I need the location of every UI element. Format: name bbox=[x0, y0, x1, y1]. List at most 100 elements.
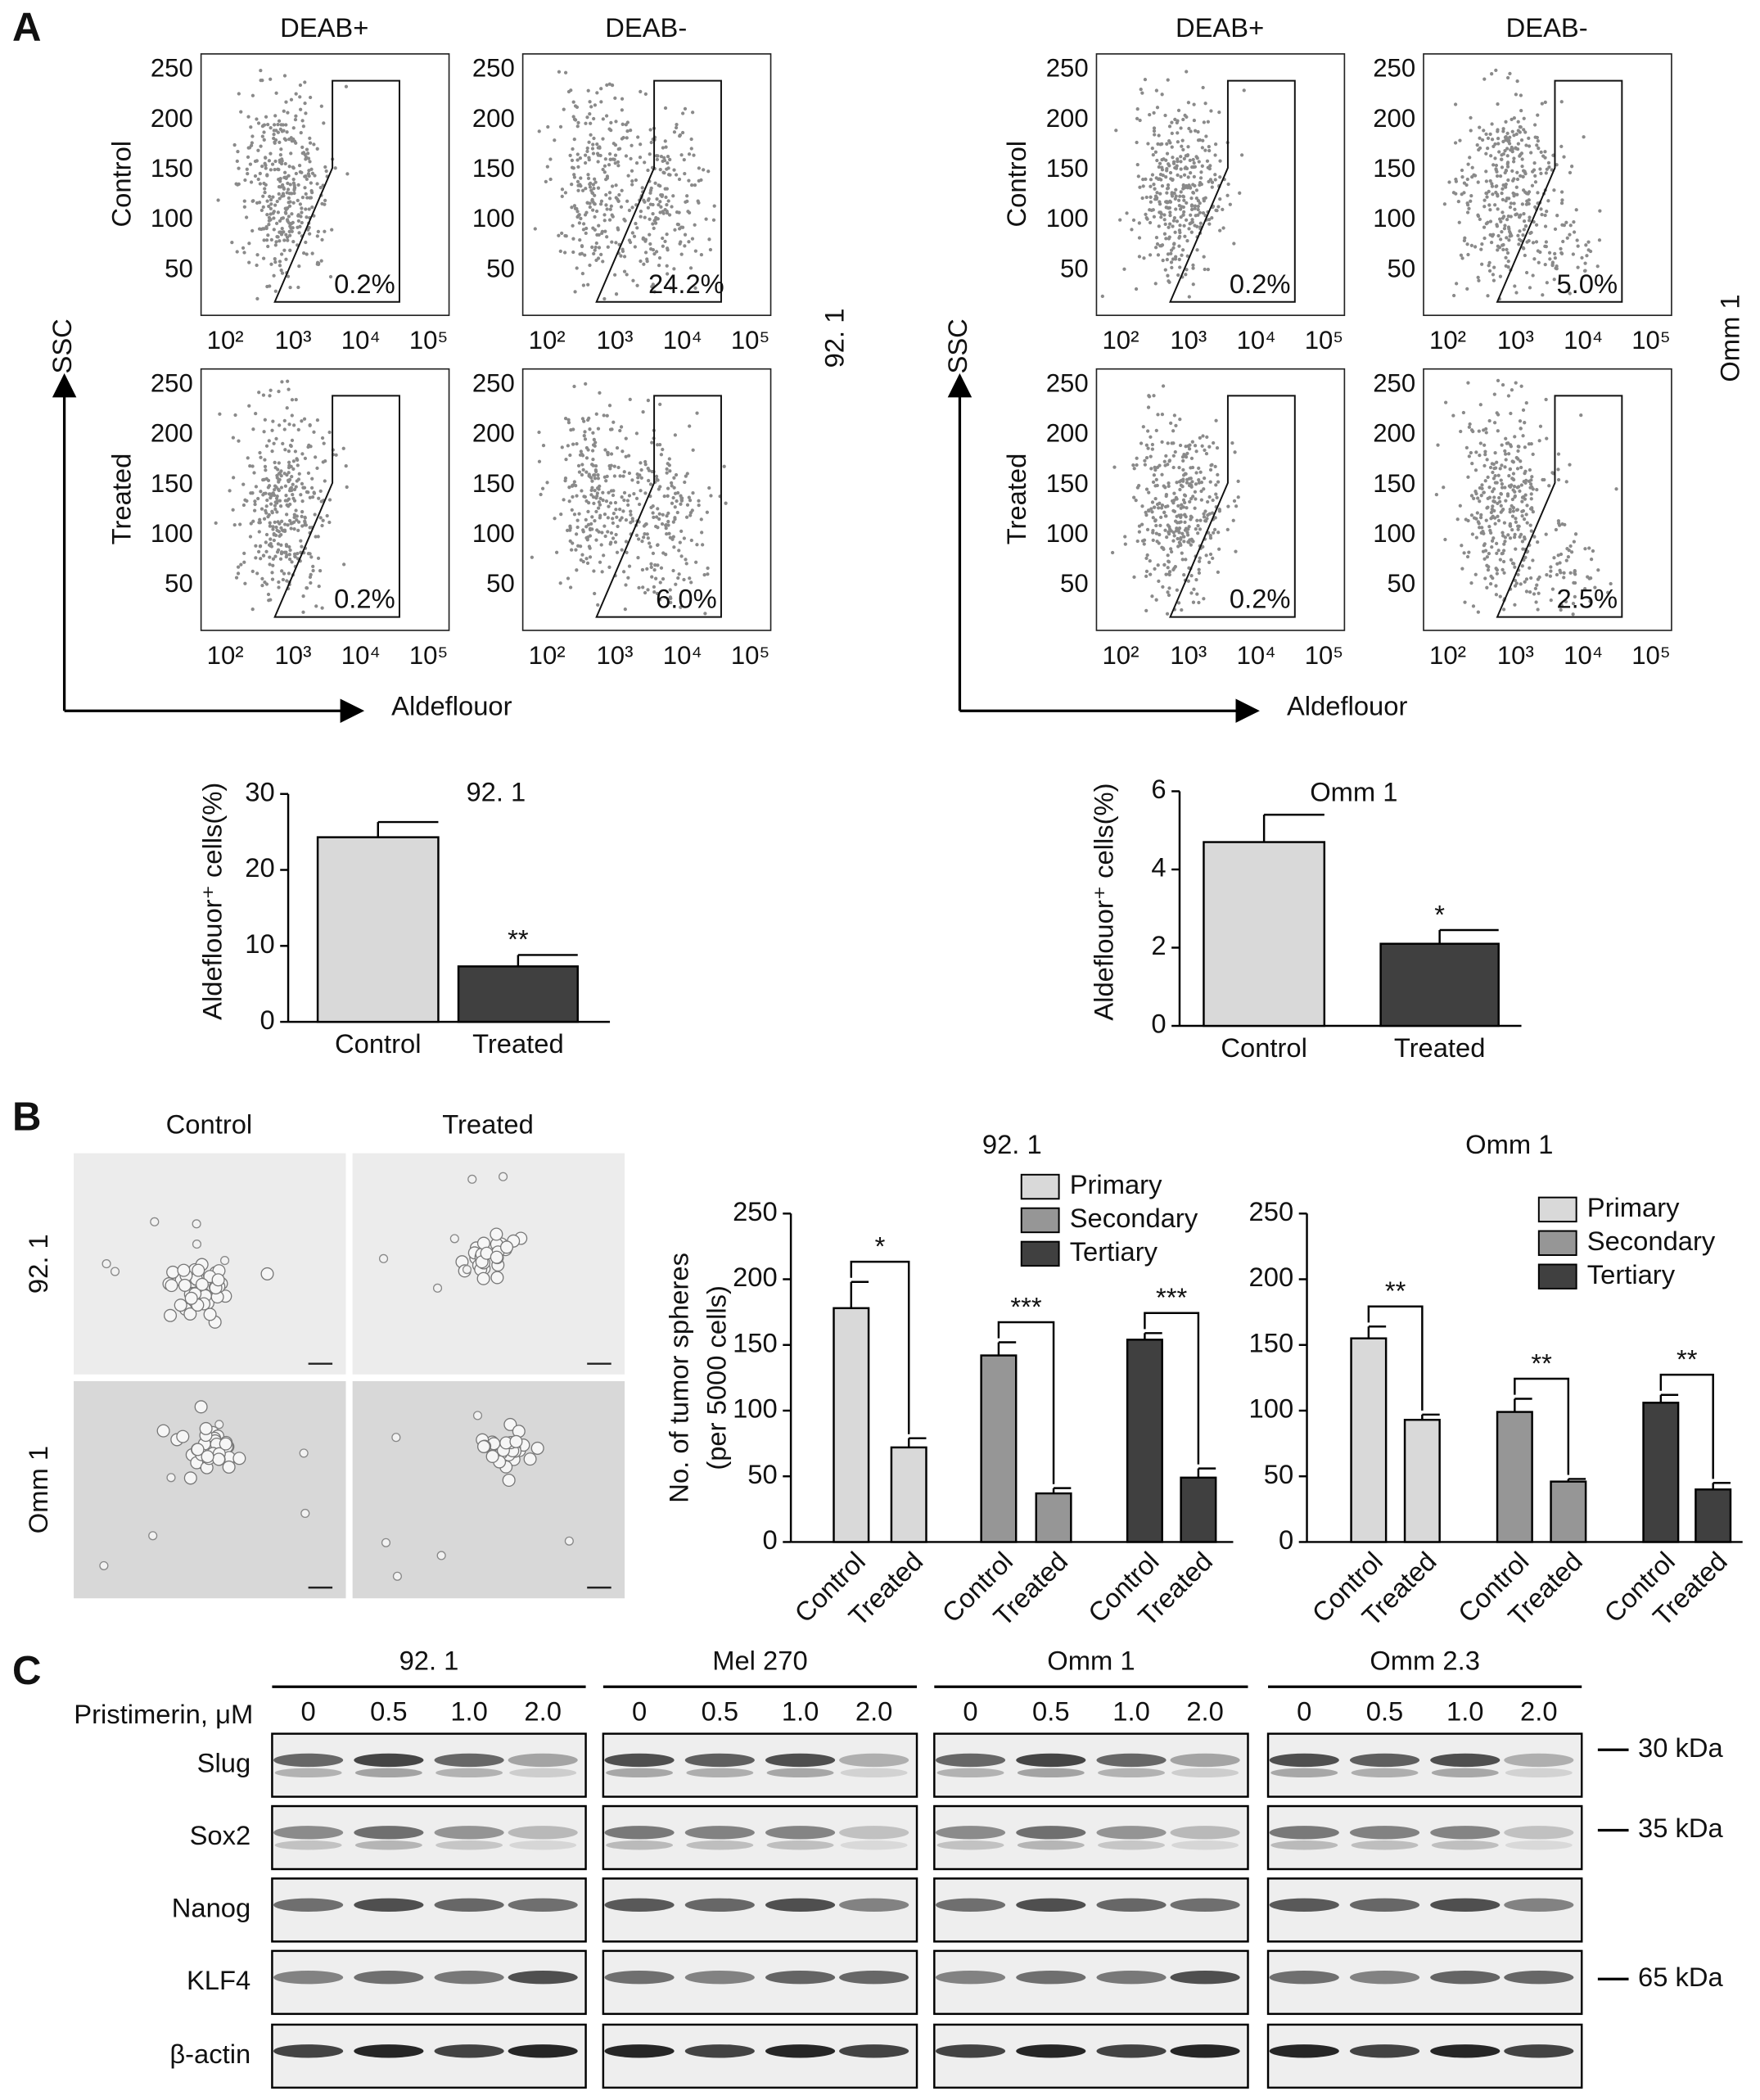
event-dot bbox=[1560, 223, 1564, 227]
event-dot bbox=[581, 228, 586, 232]
event-dot bbox=[1213, 516, 1217, 520]
event-dot bbox=[1482, 443, 1487, 447]
event-dot bbox=[1506, 452, 1511, 456]
event-dot bbox=[643, 92, 648, 96]
event-dot bbox=[672, 485, 676, 490]
event-dot bbox=[1202, 597, 1206, 601]
event-dot bbox=[1193, 506, 1197, 510]
event-dot bbox=[599, 252, 603, 256]
event-dot bbox=[1489, 241, 1494, 245]
event-dot bbox=[1529, 230, 1533, 235]
event-dot bbox=[567, 499, 571, 504]
event-dot bbox=[1480, 138, 1485, 142]
event-dot bbox=[598, 503, 602, 507]
event-dot bbox=[256, 496, 260, 501]
event-dot bbox=[618, 474, 622, 478]
band bbox=[935, 1826, 1006, 1840]
event-dot bbox=[671, 194, 675, 198]
event-dot bbox=[1521, 174, 1525, 178]
event-dot bbox=[1193, 444, 1198, 448]
event-dot bbox=[594, 538, 598, 542]
row-label: 92. 1 bbox=[23, 1234, 53, 1294]
event-dot bbox=[575, 210, 580, 214]
event-dot bbox=[1486, 505, 1490, 509]
event-dot bbox=[292, 526, 296, 531]
event-dot bbox=[605, 176, 609, 180]
event-dot bbox=[571, 237, 575, 241]
event-dot bbox=[1554, 527, 1559, 532]
event-dot bbox=[618, 508, 622, 512]
y-tick-label: 150 bbox=[1046, 154, 1089, 183]
event-dot bbox=[1478, 125, 1482, 129]
event-dot bbox=[295, 514, 299, 518]
event-dot bbox=[1198, 470, 1203, 474]
event-dot bbox=[1163, 113, 1167, 118]
event-dot bbox=[623, 219, 627, 223]
event-dot bbox=[1571, 612, 1575, 616]
event-dot bbox=[333, 166, 337, 170]
dose-label: 0 bbox=[963, 1696, 977, 1727]
event-dot bbox=[278, 260, 282, 264]
event-dot bbox=[1160, 243, 1165, 247]
event-dot bbox=[601, 167, 605, 172]
event-dot bbox=[1217, 111, 1221, 115]
event-dot bbox=[1197, 478, 1201, 482]
event-dot bbox=[1513, 532, 1517, 537]
event-dot bbox=[342, 562, 346, 567]
event-dot bbox=[1171, 156, 1175, 160]
event-dot bbox=[1516, 233, 1520, 237]
event-dot bbox=[1153, 519, 1158, 523]
event-dot bbox=[673, 433, 677, 437]
event-dot bbox=[273, 167, 277, 172]
event-dot bbox=[1488, 208, 1492, 212]
event-dot bbox=[1484, 221, 1488, 226]
event-dot bbox=[606, 245, 610, 249]
event-dot bbox=[1519, 239, 1523, 243]
event-dot bbox=[1167, 164, 1171, 168]
event-dot bbox=[668, 588, 672, 592]
event-dot bbox=[308, 575, 313, 580]
event-dot bbox=[1176, 273, 1180, 278]
event-dot bbox=[1181, 183, 1185, 187]
event-dot bbox=[571, 442, 575, 446]
event-dot bbox=[1521, 547, 1525, 551]
event-dot bbox=[317, 584, 321, 589]
event-dot bbox=[323, 229, 327, 233]
event-dot bbox=[576, 165, 580, 169]
event-dot bbox=[305, 147, 309, 151]
event-dot bbox=[249, 522, 253, 526]
event-dot bbox=[1536, 139, 1540, 143]
event-dot bbox=[1523, 493, 1528, 497]
band bbox=[1270, 1840, 1338, 1850]
event-dot bbox=[645, 532, 649, 536]
event-dot bbox=[618, 518, 622, 522]
event-dot bbox=[612, 464, 616, 468]
event-dot bbox=[1194, 527, 1198, 531]
event-dot bbox=[268, 194, 272, 199]
event-dot bbox=[1194, 471, 1198, 475]
event-dot bbox=[1165, 535, 1169, 540]
event-dot bbox=[1213, 173, 1217, 177]
event-dot bbox=[1490, 122, 1494, 126]
event-dot bbox=[278, 177, 282, 181]
event-dot bbox=[580, 463, 584, 467]
event-dot bbox=[272, 273, 276, 278]
event-dot bbox=[298, 83, 303, 88]
event-dot bbox=[1519, 108, 1523, 113]
event-dot bbox=[702, 573, 706, 577]
event-dot bbox=[1575, 238, 1579, 242]
event-dot bbox=[294, 485, 298, 489]
event-dot bbox=[1516, 129, 1520, 133]
cell bbox=[392, 1571, 402, 1581]
event-dot bbox=[648, 202, 652, 206]
event-dot bbox=[1181, 194, 1185, 198]
event-dot bbox=[1496, 102, 1500, 106]
event-dot bbox=[1189, 466, 1193, 470]
event-dot bbox=[1529, 576, 1533, 580]
event-dot bbox=[1529, 151, 1533, 155]
event-dot bbox=[603, 448, 607, 452]
event-dot bbox=[1149, 454, 1153, 458]
event-dot bbox=[590, 479, 594, 483]
event-dot bbox=[1161, 258, 1165, 263]
band bbox=[508, 1898, 578, 1912]
